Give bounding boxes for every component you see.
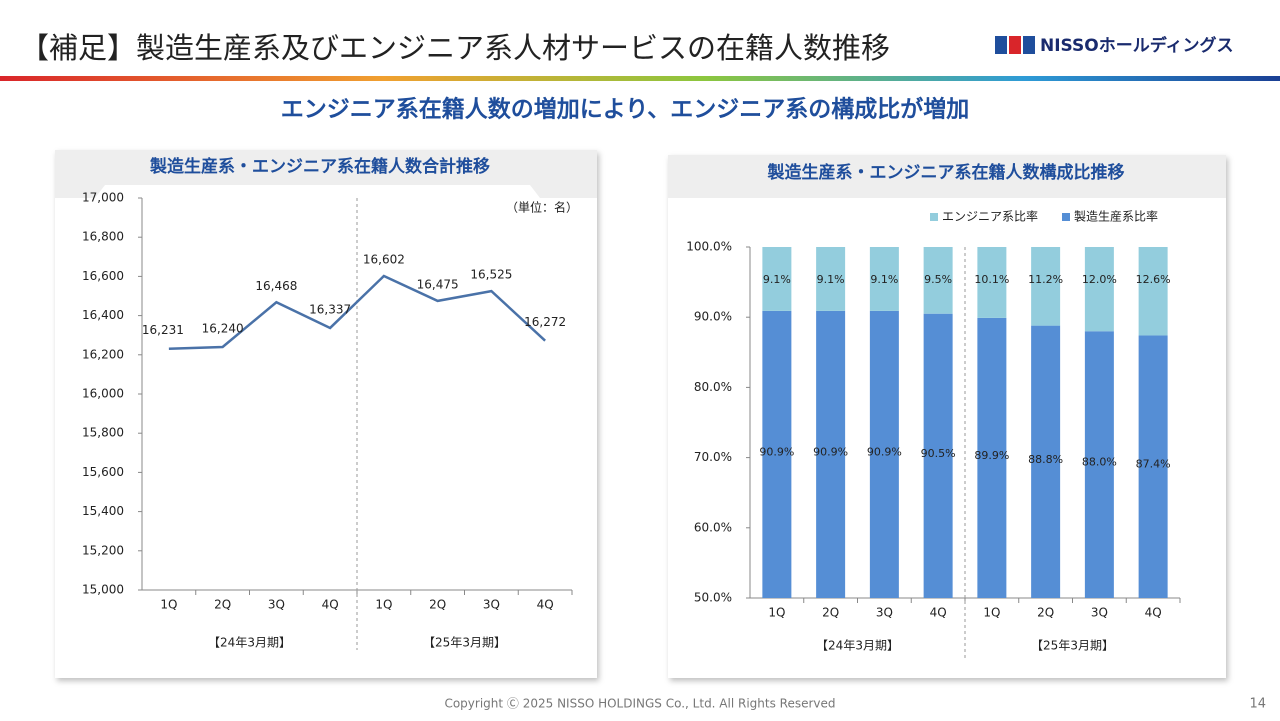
data-label: 16,602: [363, 253, 405, 267]
y-tick-label: 100.0%: [686, 240, 732, 254]
x-tick-label: 1Q: [375, 598, 392, 612]
copyright: Copyright Ⓒ 2025 NISSO HOLDINGS Co., Ltd…: [444, 697, 835, 711]
y-tick-label: 15,200: [82, 543, 124, 557]
data-label: 9.1%: [817, 273, 845, 286]
x-tick-label: 3Q: [483, 598, 500, 612]
y-tick-label: 16,400: [82, 308, 124, 322]
period-label: 【25年3月期】: [423, 636, 506, 650]
y-tick-label: 16,800: [82, 230, 124, 244]
data-label: 16,231: [142, 323, 184, 337]
bar-segment: [977, 247, 1007, 318]
x-tick-label: 1Q: [768, 606, 785, 620]
bar-segment: [1084, 331, 1114, 598]
y-tick-label: 15,000: [82, 583, 124, 597]
bar-segment: [1138, 335, 1168, 598]
period-label: 【24年3月期】: [208, 636, 291, 650]
data-label: 16,240: [202, 321, 244, 335]
slide-title: 【補足】製造生産系及びエンジニア系人材サービスの在籍人数推移: [20, 31, 890, 65]
legend-label: エンジニア系比率: [942, 209, 1038, 224]
page-number: 14: [1249, 697, 1266, 712]
bar-segment: [762, 247, 792, 311]
legend-swatch: [1062, 213, 1070, 221]
y-tick-label: 15,400: [82, 504, 124, 518]
y-tick-label: 90.0%: [694, 310, 732, 324]
bar-segment: [977, 317, 1007, 598]
logo: NISSOホールディングス: [995, 35, 1234, 56]
x-tick-label: 2Q: [214, 598, 231, 612]
y-tick-label: 16,600: [82, 269, 124, 283]
bar-segment: [923, 247, 953, 314]
y-tick-label: 16,000: [82, 387, 124, 401]
y-tick-label: 50.0%: [694, 591, 732, 605]
bar-segment: [869, 247, 899, 311]
bar-segment: [816, 247, 846, 311]
x-tick-label: 1Q: [160, 598, 177, 612]
x-tick-label: 2Q: [429, 598, 446, 612]
bar-segment: [816, 310, 846, 598]
data-label: 90.9%: [813, 445, 848, 458]
x-tick-label: 4Q: [322, 598, 339, 612]
bar-segment: [1138, 247, 1168, 336]
period-label: 【25年3月期】: [1031, 639, 1114, 653]
bar-segment: [869, 310, 899, 598]
x-tick-label: 3Q: [268, 598, 285, 612]
rule: [0, 76, 1280, 81]
x-tick-label: 3Q: [876, 606, 893, 620]
unit-label: （単位：名）: [506, 200, 578, 215]
data-label: 11.2%: [1028, 273, 1063, 286]
data-label: 88.8%: [1028, 453, 1063, 466]
bar-segment: [1084, 247, 1114, 332]
data-label: 16,337: [309, 302, 351, 316]
data-label: 88.0%: [1082, 456, 1117, 469]
data-label: 9.1%: [763, 273, 791, 286]
chart-title: 製造生産系・エンジニア系在籍人数合計推移: [149, 156, 490, 177]
x-tick-label: 3Q: [1091, 606, 1108, 620]
data-label: 90.5%: [921, 447, 956, 460]
data-label: 16,475: [417, 277, 459, 291]
data-label: 9.5%: [924, 273, 952, 286]
x-tick-label: 1Q: [983, 606, 1000, 620]
x-tick-label: 4Q: [537, 598, 554, 612]
period-label: 【24年3月期】: [816, 639, 899, 653]
bar-segment: [1031, 247, 1061, 326]
data-label: 12.6%: [1136, 273, 1171, 286]
panel-head: [55, 150, 597, 198]
y-tick-label: 16,200: [82, 347, 124, 361]
y-tick-label: 70.0%: [694, 450, 732, 464]
data-label: 16,525: [470, 268, 512, 282]
data-label: 12.0%: [1082, 273, 1117, 286]
x-tick-label: 2Q: [1037, 606, 1054, 620]
bar-segment: [762, 310, 792, 598]
y-tick-label: 15,600: [82, 465, 124, 479]
data-label: 87.4%: [1136, 458, 1171, 471]
data-label: 16,272: [524, 315, 566, 329]
logo-text: NISSOホールディングス: [1040, 35, 1234, 56]
line: [168, 274, 546, 350]
x-tick-label: 4Q: [930, 606, 947, 620]
y-tick-label: 60.0%: [694, 520, 732, 534]
panel-head: [668, 155, 1226, 198]
legend-swatch: [930, 213, 938, 221]
data-label: 89.9%: [974, 449, 1009, 462]
bar-segment: [923, 313, 953, 598]
y-tick-label: 17,000: [82, 191, 124, 205]
x-tick-label: 2Q: [822, 606, 839, 620]
chart-title: 製造生産系・エンジニア系在籍人数構成比推移: [767, 162, 1125, 183]
legend-label: 製造生産系比率: [1074, 209, 1158, 224]
data-label: 10.1%: [974, 273, 1009, 286]
data-label: 16,468: [255, 279, 297, 293]
data-label: 9.1%: [870, 273, 898, 286]
y-tick-label: 15,800: [82, 426, 124, 440]
data-label: 90.9%: [759, 445, 794, 458]
y-tick-label: 80.0%: [694, 380, 732, 394]
data-label: 90.9%: [867, 445, 902, 458]
bar-segment: [1031, 325, 1061, 598]
headline: エンジニア系在籍人数の増加により、エンジニア系の構成比が増加: [281, 96, 970, 123]
x-tick-label: 4Q: [1145, 606, 1162, 620]
